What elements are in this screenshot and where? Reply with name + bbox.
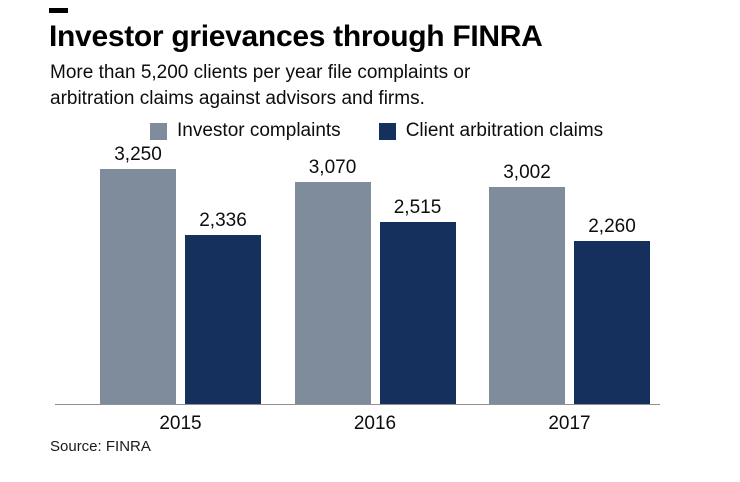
- bar-2017-complaints: 3,002: [489, 162, 565, 404]
- value-label-2015-claims: 2,336: [199, 210, 247, 231]
- value-label-2016-claims: 2,515: [393, 197, 442, 218]
- chart-subtitle: More than 5,200 clients per year file co…: [50, 60, 470, 111]
- year-label-2017: 2017: [548, 413, 591, 434]
- bar-group-2016: 3,070 2,515 2016: [294, 150, 456, 434]
- legend-item-claims: Client arbitration claims: [378, 120, 604, 142]
- chart-title: Investor grievances through FINRA: [49, 20, 543, 53]
- legend: Investor complaints Client arbitration c…: [150, 120, 603, 142]
- bar-2016-claims: 2,515: [379, 197, 456, 404]
- value-label-2016-complaints: 3,070: [308, 157, 357, 178]
- bar-group-2017: 3,002 2,260 2017: [489, 150, 650, 434]
- value-label-2015-complaints: 3,250: [114, 144, 162, 165]
- legend-swatch-complaints-icon: [150, 122, 167, 140]
- legend-swatch-claims-icon: [378, 122, 396, 140]
- value-label-2017-complaints: 3,002: [503, 162, 551, 183]
- source-note: Source: FINRA: [50, 438, 151, 455]
- legend-item-complaints: Investor complaints: [150, 120, 341, 142]
- chart-subtitle-line1: More than 5,200 clients per year file co…: [50, 62, 471, 83]
- legend-label-complaints: Investor complaints: [177, 120, 341, 141]
- year-label-2015: 2015: [159, 413, 202, 434]
- bar-2016-complaints: 3,070: [294, 157, 371, 404]
- value-label-2017-claims: 2,260: [588, 216, 636, 237]
- bar-2017-claims: 2,260: [574, 216, 650, 404]
- legend-label-claims: Client arbitration claims: [405, 120, 604, 141]
- chart-subtitle-line2: arbitration claims against advisors and …: [50, 87, 425, 109]
- year-label-2016: 2016: [353, 413, 397, 434]
- top-rule: [49, 8, 68, 13]
- plot-area: 3,250 2,336 2015 3,070 2,515 2016 3,002 2,260 20…: [55, 144, 660, 434]
- bar-2015-claims: 2,336: [185, 210, 261, 404]
- bar-group-2015: 3,250 2,336 2015: [100, 144, 261, 434]
- bar-2015-complaints: 3,250: [100, 144, 176, 404]
